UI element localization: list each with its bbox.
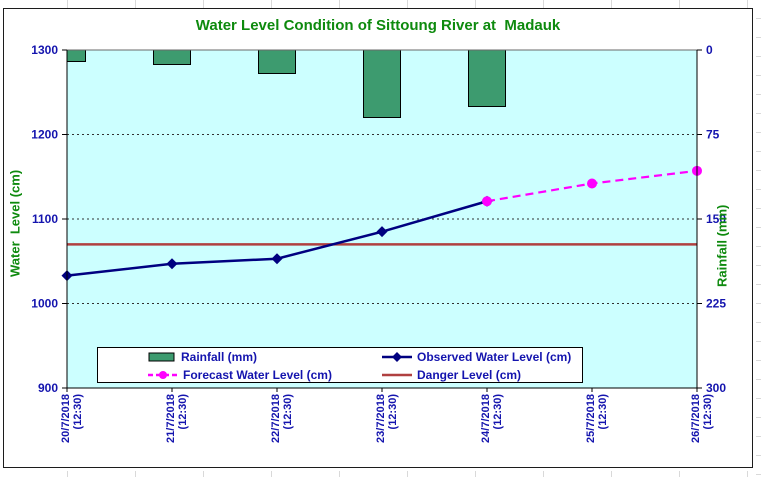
legend-label-forecast: Forecast Water Level (cm) bbox=[183, 368, 332, 382]
legend-label-danger: Danger Level (cm) bbox=[417, 368, 522, 382]
legend-label-observed: Observed Water Level (cm) bbox=[417, 350, 572, 364]
legend: Rainfall (mm) Observed Water Level (cm) … bbox=[97, 347, 583, 383]
svg-text:225: 225 bbox=[706, 297, 726, 311]
forecast-swatch-icon bbox=[148, 371, 178, 379]
legend-rain-rect bbox=[148, 352, 175, 362]
svg-text:25/7/2018: 25/7/2018 bbox=[585, 394, 597, 443]
svg-text:(12:30): (12:30) bbox=[492, 394, 504, 430]
legend-fore-dot bbox=[159, 371, 167, 379]
svg-text:(12:30): (12:30) bbox=[702, 394, 714, 430]
svg-text:1000: 1000 bbox=[31, 297, 58, 311]
svg-text:21/7/2018: 21/7/2018 bbox=[165, 394, 177, 443]
svg-text:(12:30): (12:30) bbox=[72, 394, 84, 430]
svg-text:23/7/2018: 23/7/2018 bbox=[375, 394, 387, 443]
legend-label-rainfall: Rainfall (mm) bbox=[181, 350, 258, 364]
legend-item-rainfall: Rainfall (mm) bbox=[98, 348, 340, 366]
observed-swatch-icon bbox=[382, 352, 412, 362]
svg-text:24/7/2018: 24/7/2018 bbox=[480, 394, 492, 443]
legend-item-observed: Observed Water Level (cm) bbox=[340, 348, 582, 366]
svg-text:300: 300 bbox=[706, 381, 726, 395]
svg-text:(12:30): (12:30) bbox=[597, 394, 609, 430]
left-axis-title: Water Level (cm) bbox=[7, 169, 23, 277]
rainfall-swatch-icon bbox=[148, 352, 175, 362]
svg-text:0: 0 bbox=[706, 43, 713, 57]
svg-text:20/7/2018: 20/7/2018 bbox=[60, 394, 72, 443]
spreadsheet-gridlines-bottom bbox=[0, 471, 761, 477]
legend-item-forecast: Forecast Water Level (cm) bbox=[98, 366, 340, 384]
svg-text:26/7/2018: 26/7/2018 bbox=[690, 394, 702, 443]
svg-text:75: 75 bbox=[706, 128, 720, 142]
right-axis-title: Rainfall (mm) bbox=[714, 204, 730, 287]
svg-text:(12:30): (12:30) bbox=[177, 394, 189, 430]
svg-text:22/7/2018: 22/7/2018 bbox=[270, 394, 282, 443]
danger-swatch-icon bbox=[382, 373, 412, 377]
legend-obs-diamond bbox=[392, 352, 402, 362]
svg-text:1300: 1300 bbox=[31, 43, 58, 57]
svg-text:1100: 1100 bbox=[32, 212, 58, 226]
svg-text:900: 900 bbox=[38, 381, 58, 395]
svg-text:(12:30): (12:30) bbox=[387, 394, 399, 430]
spreadsheet-gridlines-top bbox=[0, 0, 761, 8]
chart-title: Water Level Condition of Sittoung River … bbox=[195, 17, 561, 34]
legend-item-danger: Danger Level (cm) bbox=[340, 366, 582, 384]
svg-text:(12:30): (12:30) bbox=[282, 394, 294, 430]
svg-text:1200: 1200 bbox=[31, 128, 58, 142]
spreadsheet-gridlines-right bbox=[756, 0, 761, 477]
svg-text:150: 150 bbox=[706, 212, 726, 226]
